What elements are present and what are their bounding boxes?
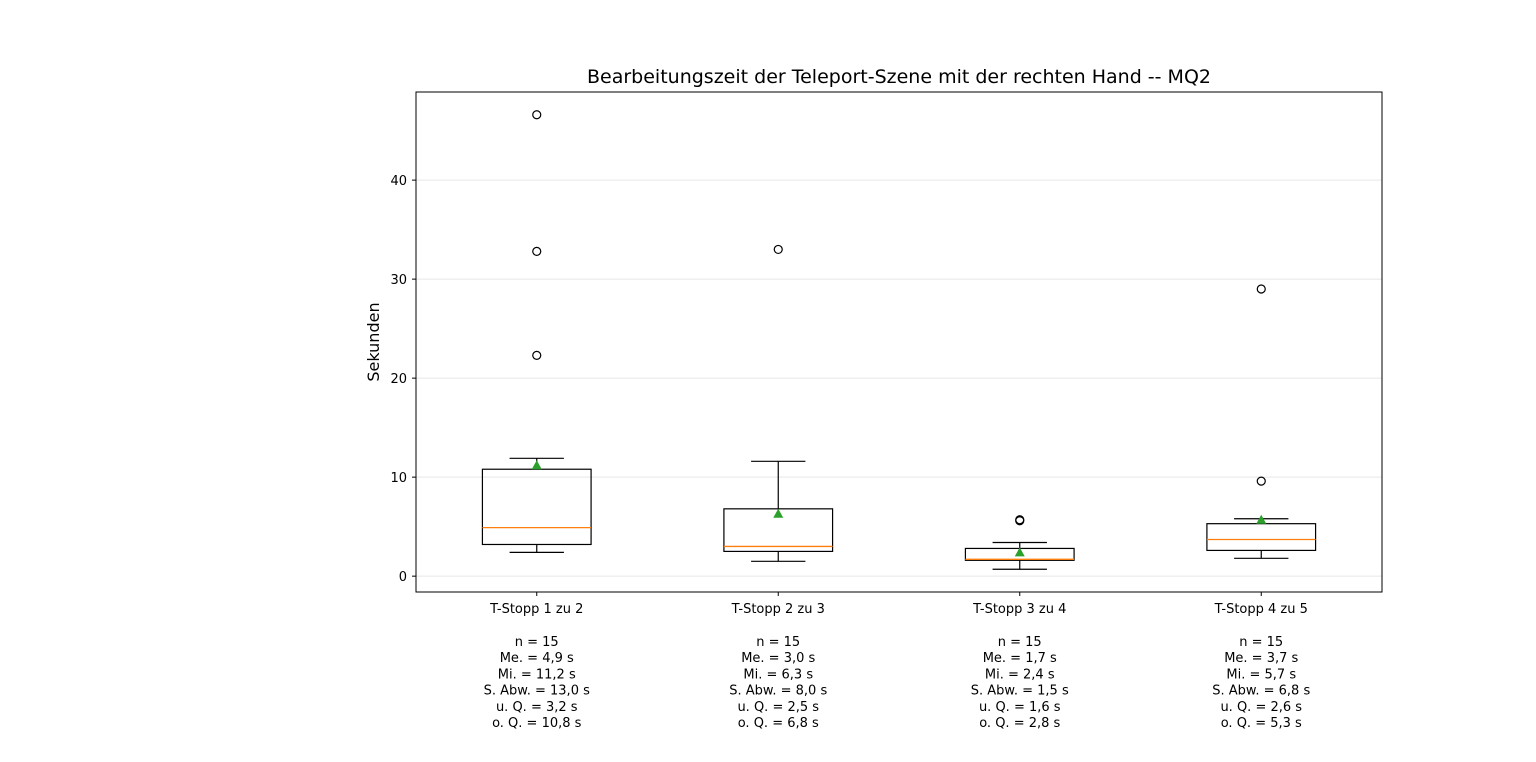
outlier-point: [1015, 515, 1025, 525]
mean-marker: [773, 508, 784, 518]
outlier-point: [1256, 284, 1266, 294]
box-group: [723, 244, 834, 562]
outlier-point: [532, 246, 542, 257]
stat-line: S. Abw. = 6,8 s: [1212, 684, 1310, 699]
box-iqr: [481, 468, 592, 546]
x-tick-label: T-Stopp 3 zu 4: [972, 602, 1066, 617]
mean-marker: [531, 460, 542, 470]
outlier-point: [1256, 476, 1266, 486]
outlier-point: [532, 350, 542, 360]
y-tick-label: 40: [390, 174, 407, 189]
mean-marker: [1256, 514, 1267, 524]
plot-frame: [415, 91, 1383, 593]
stat-line: u. Q. = 2,5 s: [737, 700, 819, 715]
x-tick-label: T-Stopp 1 zu 2: [489, 602, 583, 617]
y-tick-label: 10: [390, 471, 407, 486]
y-tick-label: 0: [399, 570, 407, 585]
outlier-point: [773, 244, 783, 255]
x-tick-label: T-Stopp 2 zu 3: [731, 602, 825, 617]
stat-line: Me. = 3,0 s: [741, 651, 815, 666]
y-tick-label: 20: [390, 372, 407, 387]
boxes: [481, 110, 1317, 570]
x-tick-label: T-Stopp 4 zu 5: [1214, 602, 1308, 617]
stat-line: o. Q. = 6,8 s: [738, 716, 819, 731]
stat-line: o. Q. = 2,8 s: [979, 716, 1060, 731]
stat-line: Mi. = 2,4 s: [985, 667, 1055, 682]
stat-line: n = 15: [756, 635, 800, 650]
stat-line: u. Q. = 1,6 s: [979, 700, 1061, 715]
stat-line: S. Abw. = 13,0 s: [484, 684, 590, 699]
stat-line: o. Q. = 10,8 s: [492, 716, 582, 731]
stat-line: o. Q. = 5,3 s: [1221, 716, 1302, 731]
chart-title: Bearbeitungszeit der Teleport-Szene mit …: [587, 66, 1211, 88]
box-iqr: [1206, 523, 1317, 552]
box-group: [964, 515, 1075, 570]
stat-line: Me. = 4,9 s: [500, 651, 574, 666]
stat-line: u. Q. = 2,6 s: [1220, 700, 1302, 715]
mean-marker: [1014, 547, 1025, 557]
outlier-point: [532, 110, 542, 120]
stat-line: Me. = 3,7 s: [1224, 651, 1298, 666]
box-group: [481, 110, 592, 553]
y-axis-ticks: 0 10 20 30 40: [390, 174, 416, 585]
stat-line: S. Abw. = 8,0 s: [729, 684, 827, 699]
stat-line: n = 15: [998, 635, 1042, 650]
stat-line: u. Q. = 3,2 s: [496, 700, 578, 715]
stat-line: Mi. = 11,2 s: [498, 667, 576, 682]
stat-line: n = 15: [515, 635, 559, 650]
stat-line: S. Abw. = 1,5 s: [971, 684, 1069, 699]
grid-lines: [416, 179, 1382, 577]
y-axis-label: Sekunden: [364, 302, 383, 381]
stat-line: Me. = 1,7 s: [983, 651, 1057, 666]
stat-line: Mi. = 6,3 s: [743, 667, 813, 682]
box-group: [1206, 284, 1317, 559]
stat-line: Mi. = 5,7 s: [1226, 667, 1296, 682]
stat-line: n = 15: [1239, 635, 1283, 650]
y-tick-label: 30: [390, 273, 407, 288]
